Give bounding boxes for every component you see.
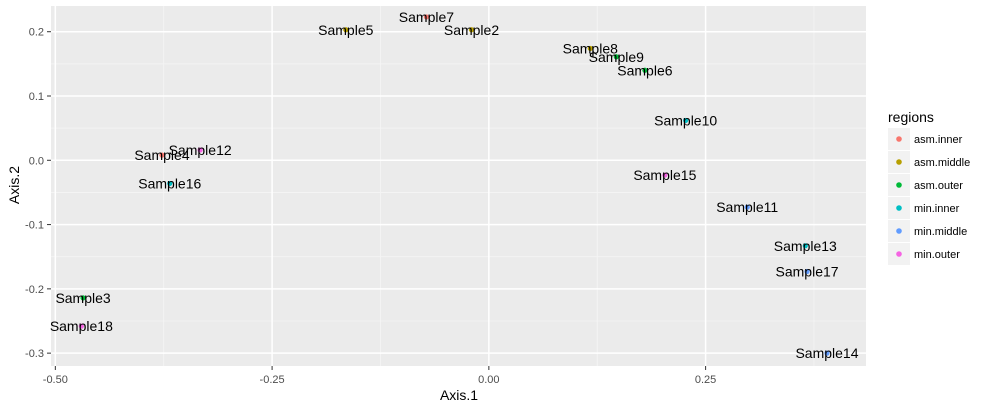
y-tick-label: 0.1 xyxy=(29,91,44,103)
point-label-sample9: Sample9 xyxy=(589,49,644,65)
x-tick-label: -0.50 xyxy=(43,374,68,386)
minor-gridlines xyxy=(51,6,866,366)
point-label-sample16: Sample16 xyxy=(138,175,201,191)
point-label-sample6: Sample6 xyxy=(617,62,672,78)
point-label-sample5: Sample5 xyxy=(318,22,373,38)
point-label-sample3: Sample3 xyxy=(55,290,110,306)
point-label-sample12: Sample12 xyxy=(169,142,232,158)
data-point-sample10 xyxy=(683,117,689,124)
x-tick-label: 0.25 xyxy=(695,374,716,386)
data-point-sample3 xyxy=(80,295,86,301)
major-gridlines xyxy=(51,6,866,366)
data-points xyxy=(78,14,830,356)
y-tick-label: 0.2 xyxy=(29,27,44,39)
data-point-sample17 xyxy=(804,268,810,275)
x-axis-ticks: -0.50 -0.25 0.00 0.25 xyxy=(43,366,716,386)
y-axis-ticks: 0.2 0.1 0.0 -0.1 -0.2 -0.3 xyxy=(25,27,51,360)
point-label-sample13: Sample13 xyxy=(774,238,837,254)
legend-label-min-middle: min.middle xyxy=(914,226,967,238)
legend: regions asm.inner asm.middle asm.outer min.… xyxy=(888,109,970,265)
legend-label-asm-outer: asm.outer xyxy=(914,180,963,192)
plot-panel xyxy=(51,6,866,366)
legend-swatch-asm-inner xyxy=(896,136,902,142)
point-label-sample18: Sample18 xyxy=(50,318,113,334)
y-tick-label: -0.1 xyxy=(25,220,44,232)
legend-title: regions xyxy=(888,109,934,125)
y-axis-title: Axis.2 xyxy=(6,166,22,204)
point-label-sample14: Sample14 xyxy=(795,345,858,361)
legend-swatch-min-middle xyxy=(896,228,902,234)
x-tick-label: 0.00 xyxy=(478,374,499,386)
point-label-sample11: Sample11 xyxy=(716,199,778,215)
point-label-sample2: Sample2 xyxy=(444,22,499,38)
data-point-sample9 xyxy=(613,54,619,60)
point-label-sample4: Sample4 xyxy=(134,147,189,163)
legend-swatch-asm-outer xyxy=(896,182,902,188)
data-point-sample5 xyxy=(343,27,349,33)
data-point-sample18 xyxy=(78,323,84,329)
data-point-sample14 xyxy=(824,350,830,356)
data-point-sample16 xyxy=(167,180,173,187)
legend-label-min-inner: min.inner xyxy=(914,203,960,215)
data-point-sample13 xyxy=(802,243,808,249)
legend-label-min-outer: min.outer xyxy=(914,249,960,261)
data-point-sample15 xyxy=(662,172,668,178)
data-point-sample7 xyxy=(423,14,430,20)
data-point-sample2 xyxy=(468,27,475,33)
point-label-sample7: Sample7 xyxy=(399,9,454,25)
y-tick-label: -0.2 xyxy=(25,284,44,296)
data-point-sample12 xyxy=(197,147,203,153)
point-label-sample15: Sample15 xyxy=(633,167,696,183)
x-tick-label: -0.25 xyxy=(260,374,285,386)
point-label-sample17: Sample17 xyxy=(776,264,839,280)
point-label-sample8: Sample8 xyxy=(563,40,618,56)
legend-label-asm-inner: asm.inner xyxy=(914,134,963,146)
data-point-sample11 xyxy=(744,204,750,210)
legend-swatch-asm-middle xyxy=(896,159,902,165)
legend-swatch-min-inner xyxy=(896,205,902,211)
y-tick-label: -0.3 xyxy=(25,348,44,360)
point-label-sample10: Sample10 xyxy=(654,112,717,128)
data-point-sample6 xyxy=(642,67,648,73)
y-tick-label: 0.0 xyxy=(29,155,44,167)
data-point-sample4 xyxy=(159,152,165,158)
data-point-sample8 xyxy=(587,45,593,52)
legend-swatch-min-outer xyxy=(896,251,902,257)
x-axis-title: Axis.1 xyxy=(440,387,478,403)
legend-label-asm-middle: asm.middle xyxy=(914,157,970,169)
